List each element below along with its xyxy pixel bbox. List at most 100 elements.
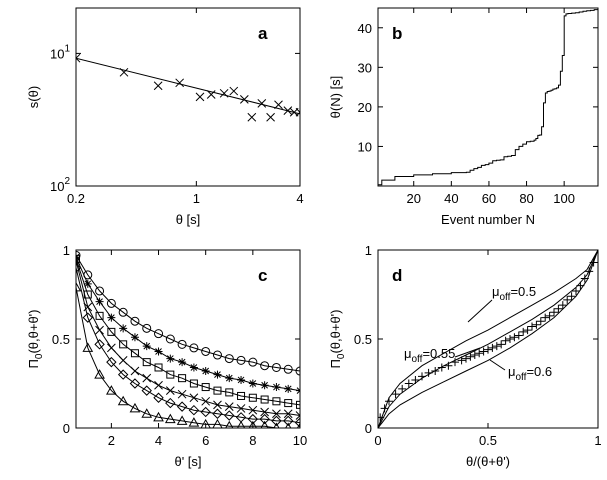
panel-label: c (258, 266, 267, 285)
x-tick-label: 0.2 (67, 191, 85, 206)
model-curve (378, 250, 598, 428)
data-point (380, 404, 389, 413)
x-tick-label: 2 (108, 433, 115, 448)
data-point (153, 81, 163, 91)
model-curve (378, 250, 598, 428)
data-point (536, 317, 545, 326)
data-point (528, 322, 536, 331)
data-point (213, 370, 222, 379)
x-tick-label: 0 (374, 433, 381, 448)
y-tick-label: 1 (63, 243, 70, 258)
x-tick-label: 0.5 (479, 433, 497, 448)
y-tick-label: 1 (365, 243, 372, 258)
data-point (119, 324, 128, 333)
data-point (550, 308, 558, 317)
data-point (295, 411, 300, 420)
data-point (567, 292, 576, 301)
y-tick-label: 0 (63, 421, 70, 436)
y-tick-base: 10 (50, 46, 64, 61)
data-point (164, 413, 176, 424)
series-line (76, 255, 300, 372)
x-tick-label: 6 (202, 433, 209, 448)
data-point (178, 374, 187, 383)
data-point (76, 262, 82, 274)
y-tick-label: 10 (358, 139, 372, 154)
fit-line (76, 57, 300, 115)
data-point (201, 346, 211, 356)
x-tick-label: 100 (553, 191, 575, 206)
data-point (188, 417, 200, 427)
x-tick-label: 80 (519, 191, 533, 206)
data-point (225, 420, 234, 428)
data-point (272, 409, 281, 419)
data-point (106, 298, 116, 308)
data-point (166, 370, 175, 379)
curve-label-subscript: off (412, 354, 423, 365)
y-axis-label: θ(N) [s] (328, 76, 343, 119)
data-point (177, 339, 187, 349)
curve-label-rest: =0.6 (526, 364, 552, 379)
y-axis-label-rest: (θ,θ+θ') (26, 310, 41, 354)
data-point (260, 407, 269, 417)
data-point (385, 397, 393, 406)
data-point (237, 375, 246, 384)
data-point (106, 356, 117, 368)
data-point (484, 345, 492, 354)
data-point (248, 357, 258, 367)
data-point (94, 339, 105, 350)
data-point (82, 312, 93, 323)
data-point (466, 352, 475, 361)
x-axis-label: θ/(θ+θ') (466, 454, 510, 469)
data-point (76, 281, 82, 292)
data-point (224, 402, 234, 411)
data-point (225, 388, 234, 397)
data-point (76, 254, 80, 263)
data-layer (378, 250, 598, 428)
x-tick-label: 40 (444, 191, 458, 206)
data-point (212, 408, 223, 419)
data-point (229, 86, 239, 96)
curve-label: μoff=0.55 (404, 346, 455, 365)
label-leader-line (489, 359, 506, 371)
data-point (411, 375, 420, 384)
data-point (118, 307, 128, 317)
y-tick-label: 30 (358, 60, 372, 75)
data-point (248, 379, 257, 388)
data-point (107, 327, 116, 336)
data-point (236, 420, 246, 428)
data-point (558, 301, 567, 310)
data-point (492, 342, 501, 351)
data-point (271, 362, 281, 372)
data-point (165, 334, 175, 344)
data-point (580, 274, 589, 283)
data-point (200, 406, 211, 418)
data-point (260, 361, 270, 371)
data-point (259, 413, 270, 425)
data-point (154, 380, 163, 390)
series-square (76, 254, 300, 409)
data-point (501, 336, 510, 345)
curve-label: μoff=0.5 (492, 284, 536, 303)
data-point (284, 399, 293, 408)
data-point (142, 342, 151, 351)
data-point (212, 350, 222, 360)
curve-label-base: μ (404, 346, 412, 361)
data-point (225, 374, 234, 383)
data-point (378, 413, 385, 422)
data-point (106, 385, 117, 395)
data-point (189, 393, 199, 403)
data-point (176, 401, 188, 412)
data-point (418, 372, 426, 381)
data-point (266, 112, 275, 122)
curve-label-base: μ (492, 284, 500, 299)
data-point (457, 356, 466, 365)
data-point (188, 404, 200, 416)
series-line (76, 287, 300, 428)
y-axis-label: Π0(θ,θ+θ') (328, 310, 347, 369)
data-point (545, 311, 554, 320)
data-point (260, 381, 269, 390)
data-point (189, 379, 198, 388)
